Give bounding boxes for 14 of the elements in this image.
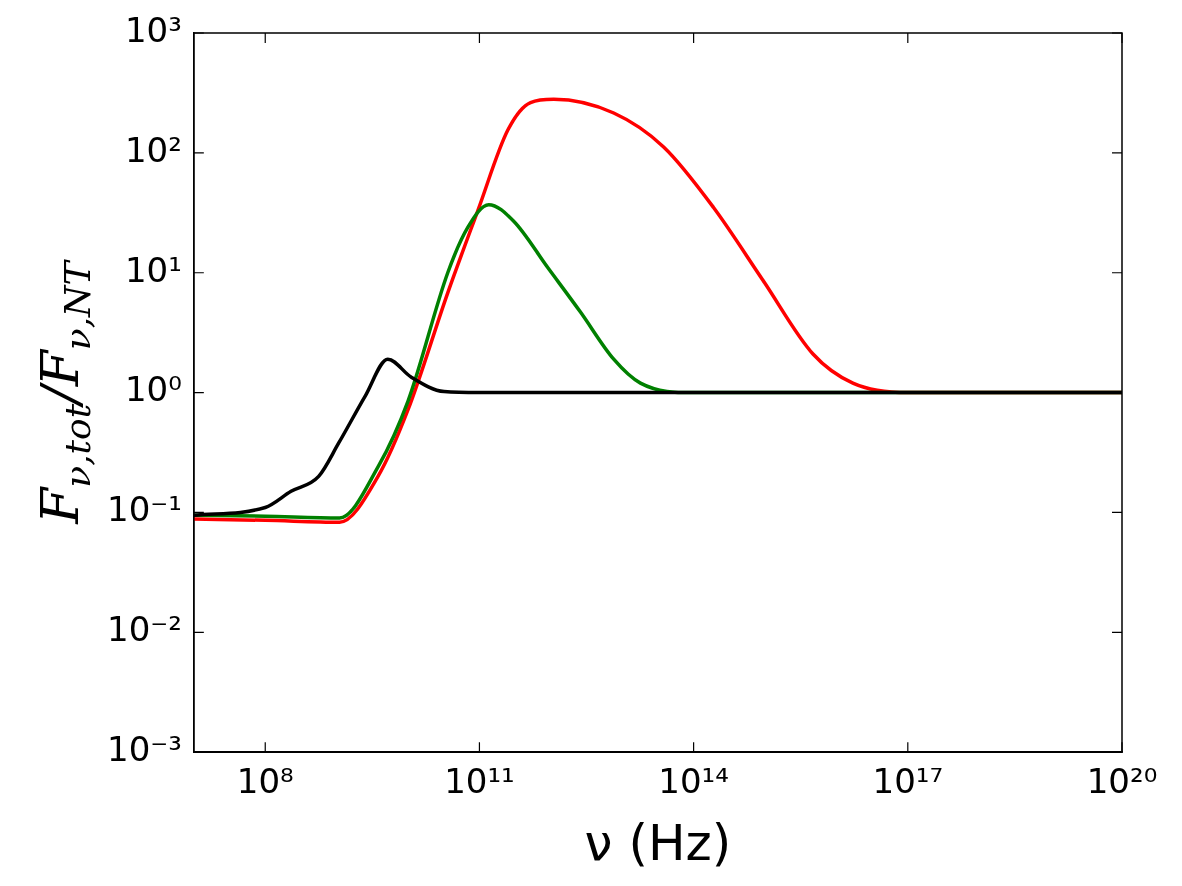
x-tick-label: 10¹⁴ [658, 761, 729, 802]
y-axis-title: Fν,tot/Fν,NT [30, 258, 98, 525]
x-tick-label: 10¹¹ [444, 761, 515, 802]
y-tick-label: 10⁻² [107, 609, 182, 650]
y-tick-label: 10⁻³ [107, 729, 182, 770]
y-tick-label: 10² [124, 129, 182, 170]
x-tick-label: 10¹⁷ [872, 761, 944, 802]
y-tick-label: 10¹ [124, 249, 182, 290]
x-tick-label: 10²⁰ [1086, 761, 1158, 802]
y-tick-label: 10⁻¹ [107, 489, 182, 530]
y-tick-label: 10⁰ [124, 369, 182, 410]
y-tick-label: 10³ [124, 9, 182, 50]
x-tick-label: 10⁸ [236, 761, 294, 802]
x-axis-title: ν (Hz) [584, 813, 732, 872]
